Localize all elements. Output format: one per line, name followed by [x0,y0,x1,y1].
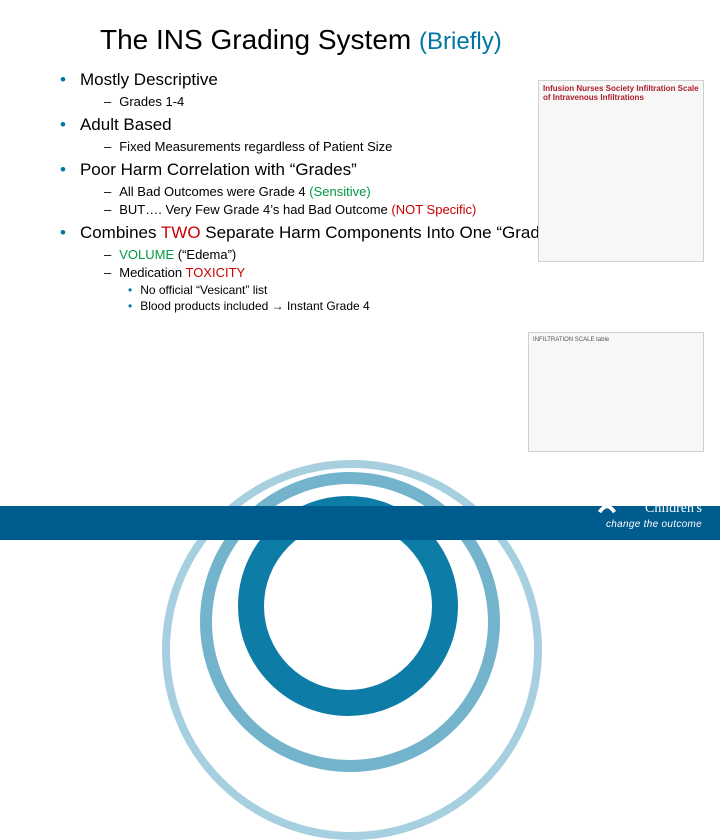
footer-tagline: change the outcome [592,519,702,530]
slide: The INS Grading System (Briefly) • Mostly… [0,0,720,540]
bullet-icon: • [60,160,66,180]
logo-text-line2: Children's [645,501,702,516]
bullet-text: Mostly Descriptive [80,70,218,90]
dash-icon: – [104,94,111,109]
logo-text-line1: Cincinnati [630,481,702,498]
bullet-text: Combines TWO Separate Harm Components In… [80,223,555,243]
dash-icon: – [104,139,111,154]
infiltration-scale-image: Infusion Nurses Society Infiltration Sca… [538,80,704,262]
dot-icon: • [128,299,132,313]
sub-bullet-item: –Medication TOXICITY•No official “Vesica… [104,265,720,313]
title-main: The INS Grading System [100,24,419,55]
title-suffix: (Briefly) [419,28,502,55]
footer-logo: Cincinnati Children's change the outcome [592,481,702,530]
bullet-icon: • [60,70,66,90]
sub-sub-bullet-list: •No official “Vesicant” list •Blood produ… [104,283,720,313]
bullet-text: Poor Harm Correlation with “Grades” [80,160,357,180]
footer: Cincinnati Children's change the outcome [0,462,720,540]
dash-icon: – [104,184,111,199]
dash-icon: – [104,202,111,217]
dash-icon: – [104,265,111,280]
bullet-text: Adult Based [80,115,172,135]
sub-sub-bullet-item: •No official “Vesicant” list [128,283,720,297]
bullet-icon: • [60,115,66,135]
slide-title: The INS Grading System (Briefly) [0,0,720,56]
sub-sub-bullet-item: •Blood products included → Instant Grade… [128,299,720,313]
infiltration-table-image: INFILTRATION SCALE table [528,332,704,452]
logo-icon [592,484,622,514]
dash-icon: – [104,247,111,262]
bullet-icon: • [60,223,66,243]
dot-icon: • [128,283,132,297]
